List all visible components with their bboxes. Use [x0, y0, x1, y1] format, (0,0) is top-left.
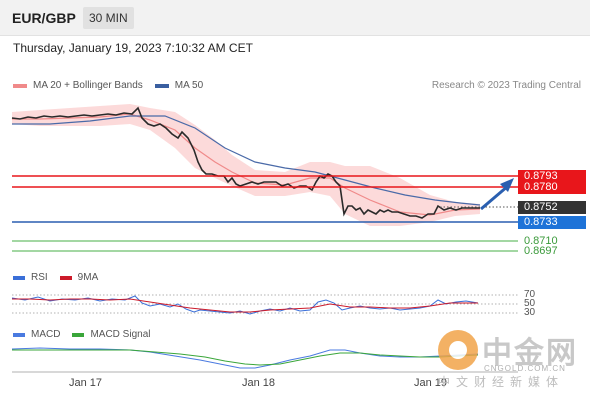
legend-macd-signal-label: MACD Signal: [90, 329, 151, 340]
bollinger-band: [12, 104, 480, 226]
legend-swatch-rsi: [13, 275, 25, 280]
top-bar: EUR/GBP 30 MIN: [0, 0, 590, 36]
ma20-line: [12, 113, 481, 216]
tag-current-price: 0.8752: [518, 201, 586, 214]
tag-resistance-1: 0.8793: [518, 170, 586, 183]
legend-swatch-ma50: [154, 83, 169, 88]
macd-line: [11, 347, 479, 369]
tag-pivot: 0.8733: [518, 216, 586, 229]
price-candles: [11, 106, 480, 219]
forecast-arrow: [480, 184, 509, 211]
watermark-logo-icon: [438, 330, 478, 370]
x-label-jan19: Jan 19: [414, 377, 448, 389]
timeframe-button[interactable]: 30 MIN: [83, 7, 134, 29]
watermark-subtitle: 中文财经新媒体: [438, 375, 565, 389]
legend-swatch-macd-signal: [72, 332, 85, 337]
ma50-line: [12, 115, 481, 206]
legend-macd-label: MACD: [31, 329, 61, 340]
rsi-legend: RSI 9MA: [13, 272, 110, 283]
main-legend: MA 20 + Bollinger Bands MA 50: [13, 80, 215, 91]
macd-signal-line: [12, 349, 479, 366]
legend-swatch-rsi-ma: [59, 275, 72, 280]
legend-ma50-label: MA 50: [174, 80, 204, 91]
datetime-label: Thursday, January 19, 2023 7:10:32 AM CE…: [13, 41, 253, 55]
symbol-title: EUR/GBP: [12, 10, 76, 26]
x-label-jan17: Jan 17: [69, 377, 103, 389]
legend-swatch-ma20: [13, 83, 27, 88]
legend-ma50: MA 50: [154, 80, 204, 91]
x-label-jan18: Jan 18: [242, 377, 276, 389]
tag-resistance-2: 0.8780: [518, 181, 586, 194]
legend-rsi-label: RSI: [31, 272, 48, 283]
tag-support-2: 0.8697: [524, 245, 558, 257]
legend-ma20: MA 20 + Bollinger Bands: [13, 80, 143, 91]
legend-ma20-label: MA 20 + Bollinger Bands: [33, 80, 143, 91]
macd-legend: MACD MACD Signal: [13, 329, 162, 340]
rsi-tick-50: 50: [524, 298, 536, 309]
legend-rsi: RSI: [13, 272, 48, 283]
forecast-arrowhead: [500, 178, 514, 192]
rsi-tick-70: 70: [524, 289, 536, 300]
legend-macd: MACD: [13, 329, 60, 340]
tag-support-1: 0.8710: [524, 235, 558, 247]
rsi-tick-30: 30: [524, 307, 536, 318]
research-credit: Research © 2023 Trading Central: [431, 80, 581, 91]
watermark-domain: CNGOLD.COM.CN: [484, 364, 566, 373]
watermark: 中金网 CNGOLD.COM.CN 中文财经新媒体: [438, 326, 588, 390]
rsi-ma-line: [12, 298, 478, 313]
legend-macd-signal: MACD Signal: [72, 329, 150, 340]
watermark-title: 中金网: [482, 336, 578, 371]
rsi-line: [11, 295, 479, 315]
legend-swatch-macd: [13, 332, 25, 337]
legend-rsi-ma-label: 9MA: [77, 272, 99, 283]
legend-rsi-ma: 9MA: [59, 272, 99, 283]
